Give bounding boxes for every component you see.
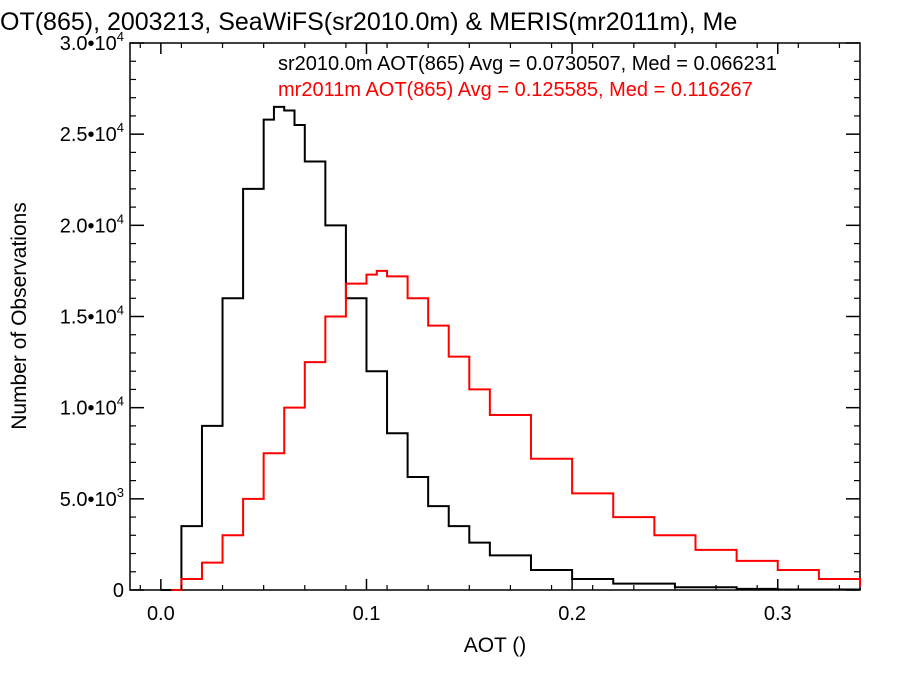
y-tick-label: 0 (113, 580, 124, 602)
series-line-0 (160, 105, 861, 591)
plot-frame (129, 42, 861, 591)
y-tick-label: 5.0•103 (60, 485, 124, 511)
y-tick-label: 2.5•104 (60, 120, 124, 146)
y-tick-label: 3.0•104 (60, 29, 124, 55)
x-tick-label: 0.3 (764, 603, 792, 625)
x-axis-label: AOT () (464, 634, 527, 657)
y-tick-label: 2.0•104 (60, 211, 124, 237)
x-tick-label: 0.1 (353, 603, 381, 625)
chart-title: OT(865), 2003213, SeaWiFS(sr2010.0m) & M… (0, 8, 737, 36)
y-tick-label: 1.5•104 (60, 303, 124, 329)
series-layer (160, 105, 861, 591)
x-tick-label: 0.0 (147, 603, 175, 625)
axis-layer: 0.0 0.1 0.2 0.3 0 5.0•103 1.0•104 1.5•104 2.0•10… (60, 29, 860, 625)
y-tick-label: 1.0•104 (60, 394, 124, 420)
legend-entry-mr2011m: mr2011m AOT(865) Avg = 0.125585, Med = 0… (278, 79, 753, 101)
x-tick-label: 0.2 (558, 603, 586, 625)
series-line-1 (171, 269, 861, 591)
y-axis-label: Number of Observations (8, 202, 31, 430)
legend-entry-sr2010: sr2010.0m AOT(865) Avg = 0.0730507, Med … (278, 53, 777, 75)
